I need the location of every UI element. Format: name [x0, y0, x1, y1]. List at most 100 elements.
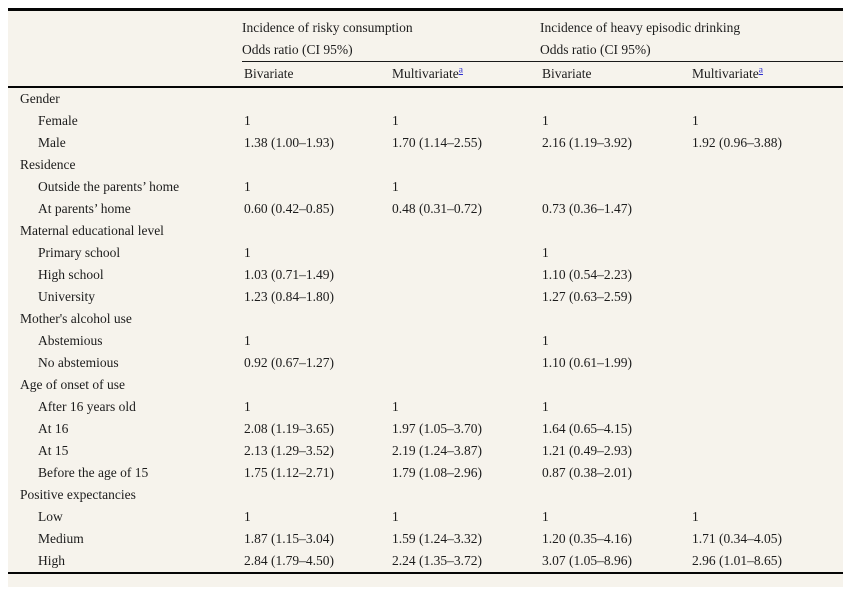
odds-ratio-cell: 1.71 (0.34–4.05) [692, 531, 782, 546]
section-label: Age of onset of use [20, 377, 125, 392]
table-row: Female 1 1 1 1 [8, 110, 843, 132]
footnote-a-link[interactable]: a [458, 65, 463, 76]
row-label: High [38, 553, 65, 568]
section-label: Mother's alcohol use [20, 311, 132, 326]
row-label: Low [38, 509, 63, 524]
row-label: Medium [38, 531, 84, 546]
odds-ratio-cell: 2.08 (1.19–3.65) [244, 421, 334, 436]
table-row: Before the age of 15 1.75 (1.12–2.71) 1.79… [8, 462, 843, 484]
odds-ratio-cell: 1.38 (1.00–1.93) [244, 135, 334, 150]
empty-header-cell [8, 11, 242, 62]
section-label: Residence [20, 157, 76, 172]
row-label: No abstemious [38, 355, 119, 370]
odds-ratio-cell: 1.20 (0.35–4.16) [542, 531, 632, 546]
odds-ratio-cell: 1 [542, 113, 549, 128]
table-body: Gender Female 1 1 1 1 Male 1.38 (1.00–1.93) 1.70… [8, 87, 843, 573]
table-row: Medium 1.87 (1.15–3.04) 1.59 (1.24–3.32) 1.… [8, 528, 843, 550]
footnote-a-link[interactable]: a [758, 65, 763, 76]
odds-ratio-cell: 1.79 (1.08–2.96) [392, 465, 482, 480]
odds-ratio-cell: 1 [244, 179, 251, 194]
odds-ratio-cell [540, 176, 690, 198]
group-title: Incidence of risky consumption [242, 20, 413, 35]
row-label: Female [38, 113, 78, 128]
section-header-row: Maternal educational level [8, 220, 843, 242]
odds-ratio-cell: 1 [392, 399, 399, 414]
section-header-row: Age of onset of use [8, 374, 843, 396]
odds-ratio-cell [690, 286, 843, 308]
odds-ratio-cell: 1.87 (1.15–3.04) [244, 531, 334, 546]
odds-ratio-table: Incidence of risky consumption Odds rati… [8, 11, 843, 574]
odds-ratio-cell [390, 330, 540, 352]
odds-ratio-cell: 1 [392, 509, 399, 524]
row-label: Male [38, 135, 66, 150]
column-header-bivariate-1: Bivariate [242, 61, 390, 88]
row-label: Abstemious [38, 333, 103, 348]
column-header-label: Bivariate [542, 66, 592, 81]
odds-ratio-cell: 1 [692, 509, 699, 524]
odds-ratio-cell: 1.23 (0.84–1.80) [244, 289, 334, 304]
table-row: High school 1.03 (0.71–1.49) 1.10 (0.54–2.… [8, 264, 843, 286]
odds-ratio-cell [690, 198, 843, 220]
odds-ratio-cell: 3.07 (1.05–8.96) [542, 553, 632, 568]
odds-ratio-cell: 0.92 (0.67–1.27) [244, 355, 334, 370]
row-label: Outside the parents’ home [38, 179, 180, 194]
odds-ratio-cell: 1 [244, 113, 251, 128]
odds-ratio-cell: 1 [542, 333, 549, 348]
table-row: At 16 2.08 (1.19–3.65) 1.97 (1.05–3.70) 1.6… [8, 418, 843, 440]
odds-ratio-cell [690, 330, 843, 352]
table-container: Incidence of risky consumption Odds rati… [8, 8, 843, 587]
section-header-row: Positive expectancies [8, 484, 843, 506]
column-header-label: Multivariate [392, 66, 459, 81]
section-header-row: Residence [8, 154, 843, 176]
table-row: High 2.84 (1.79–4.50) 2.24 (1.35–3.72) 3.07… [8, 550, 843, 573]
odds-ratio-cell: 1 [542, 399, 549, 414]
section-label: Positive expectancies [20, 487, 136, 502]
odds-ratio-cell: 1.92 (0.96–3.88) [692, 135, 782, 150]
odds-ratio-cell: 2.84 (1.79–4.50) [244, 553, 334, 568]
odds-ratio-cell: 1 [392, 113, 399, 128]
odds-ratio-cell: 1 [392, 179, 399, 194]
group-subtitle: Odds ratio (CI 95%) [242, 42, 353, 57]
row-label: Primary school [38, 245, 121, 260]
odds-ratio-cell [390, 264, 540, 286]
odds-ratio-cell [690, 352, 843, 374]
table-row: Outside the parents’ home 1 1 [8, 176, 843, 198]
page: Incidence of risky consumption Odds rati… [0, 8, 851, 593]
odds-ratio-cell: 1 [542, 245, 549, 260]
odds-ratio-cell: 1.10 (0.54–2.23) [542, 267, 632, 282]
odds-ratio-cell: 1 [244, 333, 251, 348]
odds-ratio-cell: 2.96 (1.01–8.65) [692, 553, 782, 568]
odds-ratio-cell: 1 [692, 113, 699, 128]
odds-ratio-cell [390, 352, 540, 374]
odds-ratio-cell: 1.27 (0.63–2.59) [542, 289, 632, 304]
odds-ratio-cell [690, 462, 843, 484]
odds-ratio-cell [690, 242, 843, 264]
row-label: At 15 [38, 443, 69, 458]
odds-ratio-cell: 1.10 (0.61–1.99) [542, 355, 632, 370]
odds-ratio-cell: 1 [244, 245, 251, 260]
odds-ratio-cell: 1.21 (0.49–2.93) [542, 443, 632, 458]
row-label: High school [38, 267, 104, 282]
odds-ratio-cell [690, 440, 843, 462]
odds-ratio-cell: 0.60 (0.42–0.85) [244, 201, 334, 216]
table-row: Primary school 1 1 [8, 242, 843, 264]
row-label: After 16 years old [38, 399, 136, 414]
odds-ratio-cell [690, 264, 843, 286]
row-label: University [38, 289, 95, 304]
section-label: Maternal educational level [20, 223, 164, 238]
odds-ratio-cell: 0.87 (0.38–2.01) [542, 465, 632, 480]
odds-ratio-cell: 1.75 (1.12–2.71) [244, 465, 334, 480]
odds-ratio-cell: 2.24 (1.35–3.72) [392, 553, 482, 568]
odds-ratio-cell: 2.16 (1.19–3.92) [542, 135, 632, 150]
column-header-bivariate-2: Bivariate [540, 61, 690, 88]
group-title: Incidence of heavy episodic drinking [540, 20, 741, 35]
section-label: Gender [20, 91, 60, 106]
table-row: At 15 2.13 (1.29–3.52) 2.19 (1.24–3.87) 1.2… [8, 440, 843, 462]
column-header-label: Multivariate [692, 66, 759, 81]
odds-ratio-cell: 0.73 (0.36–1.47) [542, 201, 632, 216]
odds-ratio-cell: 2.19 (1.24–3.87) [392, 443, 482, 458]
odds-ratio-cell: 1 [542, 509, 549, 524]
group-header-risky: Incidence of risky consumption Odds rati… [242, 11, 540, 62]
column-header-multivariate-1: Multivariatea [390, 61, 540, 88]
odds-ratio-cell [690, 396, 843, 418]
